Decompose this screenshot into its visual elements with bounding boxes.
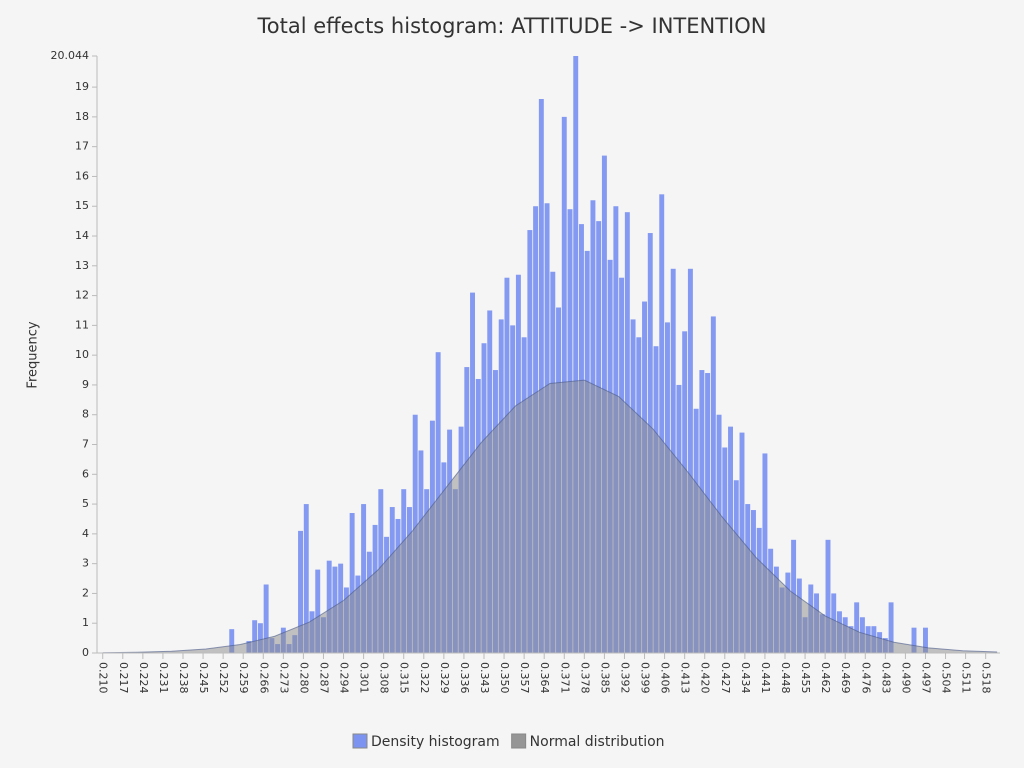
bar — [888, 602, 894, 653]
legend-swatch — [511, 733, 527, 749]
x-tick-label: 0.406 — [659, 662, 672, 694]
bar — [229, 629, 235, 653]
y-tick-label: 3 — [82, 557, 89, 570]
y-tick-label: 17 — [75, 140, 89, 153]
y-axis-title: Frequency — [26, 321, 41, 388]
x-tick-label: 0.245 — [197, 662, 210, 694]
x-tick-label: 0.448 — [779, 662, 792, 694]
y-tick-label: 10 — [75, 348, 89, 361]
bar — [710, 316, 716, 653]
x-tick-label: 0.462 — [819, 662, 832, 694]
x-tick-label: 0.427 — [719, 662, 732, 694]
bar — [923, 627, 928, 653]
y-tick-label: 6 — [82, 467, 89, 480]
x-tick-label: 0.231 — [157, 662, 170, 694]
bar — [257, 623, 263, 653]
y-tick-label: 16 — [75, 169, 89, 182]
x-tick-label: 0.364 — [538, 662, 551, 694]
y-tick-label: 1 — [82, 616, 89, 629]
y-tick-label: 2 — [82, 586, 89, 599]
y-tick-label: 7 — [82, 438, 89, 451]
x-tick-label: 0.357 — [518, 662, 531, 694]
y-tick-label: 9 — [82, 378, 89, 391]
bar — [361, 504, 367, 653]
bar — [825, 539, 831, 653]
bar — [854, 602, 860, 653]
x-tick-label: 0.371 — [558, 662, 571, 694]
y-tick-label: 18 — [75, 110, 89, 123]
x-tick-label: 0.280 — [297, 662, 310, 694]
legend-swatch — [352, 733, 368, 749]
x-tick-label: 0.315 — [398, 662, 411, 694]
x-tick-label: 0.476 — [859, 662, 872, 694]
bar — [252, 620, 258, 653]
y-tick-label: 5 — [82, 497, 89, 510]
x-tick-label: 0.434 — [739, 662, 752, 694]
bar — [326, 560, 332, 653]
normal-area — [102, 380, 998, 653]
bar — [349, 513, 355, 653]
y-tick-label: 14 — [75, 229, 89, 242]
x-tick-label: 0.441 — [759, 662, 772, 694]
x-tick-label: 0.329 — [438, 662, 451, 694]
bar — [315, 569, 321, 653]
x-tick-label: 0.210 — [97, 662, 110, 694]
y-tick-label: 8 — [82, 408, 89, 421]
x-tick-label: 0.455 — [799, 662, 812, 694]
y-tick-label: 12 — [75, 289, 89, 302]
y-tick-label: 15 — [75, 199, 89, 212]
x-tick-label: 0.504 — [940, 662, 953, 694]
y-tick-label: 0 — [82, 646, 89, 659]
normal-line — [102, 379, 998, 654]
x-tick-label: 0.238 — [177, 662, 190, 694]
chart-title: Total effects histogram: ATTITUDE -> INT… — [257, 14, 767, 38]
y-tick-label: 13 — [75, 259, 89, 272]
y-tick-label: 20.044 — [51, 49, 90, 62]
x-tick-label: 0.259 — [237, 662, 250, 694]
x-tick-label: 0.378 — [578, 662, 591, 694]
y-tick-label: 4 — [82, 527, 89, 540]
x-tick-label: 0.399 — [639, 662, 652, 694]
bar — [573, 56, 579, 653]
bar — [762, 453, 768, 653]
bar — [687, 268, 693, 653]
x-tick-label: 0.322 — [418, 662, 431, 694]
x-tick-label: 0.308 — [378, 662, 391, 694]
legend-label: Normal distribution — [530, 734, 665, 750]
bar — [911, 627, 917, 653]
bar — [263, 584, 269, 653]
x-tick-label: 0.266 — [257, 662, 270, 694]
bar — [298, 530, 303, 653]
x-tick-label: 0.469 — [839, 662, 852, 694]
x-tick-label: 0.217 — [117, 662, 130, 694]
x-tick-label: 0.490 — [899, 662, 912, 694]
x-tick-label: 0.273 — [277, 662, 290, 694]
x-tick-label: 0.385 — [598, 662, 611, 694]
x-tick-label: 0.483 — [879, 662, 892, 694]
x-tick-label: 0.336 — [458, 662, 471, 694]
y-tick-label: 11 — [75, 318, 89, 331]
x-tick-label: 0.518 — [980, 662, 993, 694]
x-tick-label: 0.252 — [217, 662, 230, 694]
x-tick-label: 0.287 — [317, 662, 330, 694]
x-tick-label: 0.350 — [498, 662, 511, 694]
x-tick-label: 0.294 — [338, 662, 351, 694]
x-tick-label: 0.343 — [478, 662, 491, 694]
x-tick-label: 0.301 — [358, 662, 371, 694]
x-tick-label: 0.224 — [137, 662, 150, 694]
y-tick-label: 19 — [75, 80, 89, 93]
x-tick-label: 0.392 — [618, 662, 631, 694]
x-tick-label: 0.511 — [960, 662, 973, 694]
x-tick-label: 0.420 — [699, 662, 712, 694]
bar — [659, 194, 665, 653]
bar — [538, 99, 544, 653]
x-tick-label: 0.413 — [679, 662, 692, 694]
x-tick-label: 0.497 — [919, 662, 932, 694]
bar — [303, 504, 309, 653]
legend-label: Density histogram — [371, 734, 500, 750]
